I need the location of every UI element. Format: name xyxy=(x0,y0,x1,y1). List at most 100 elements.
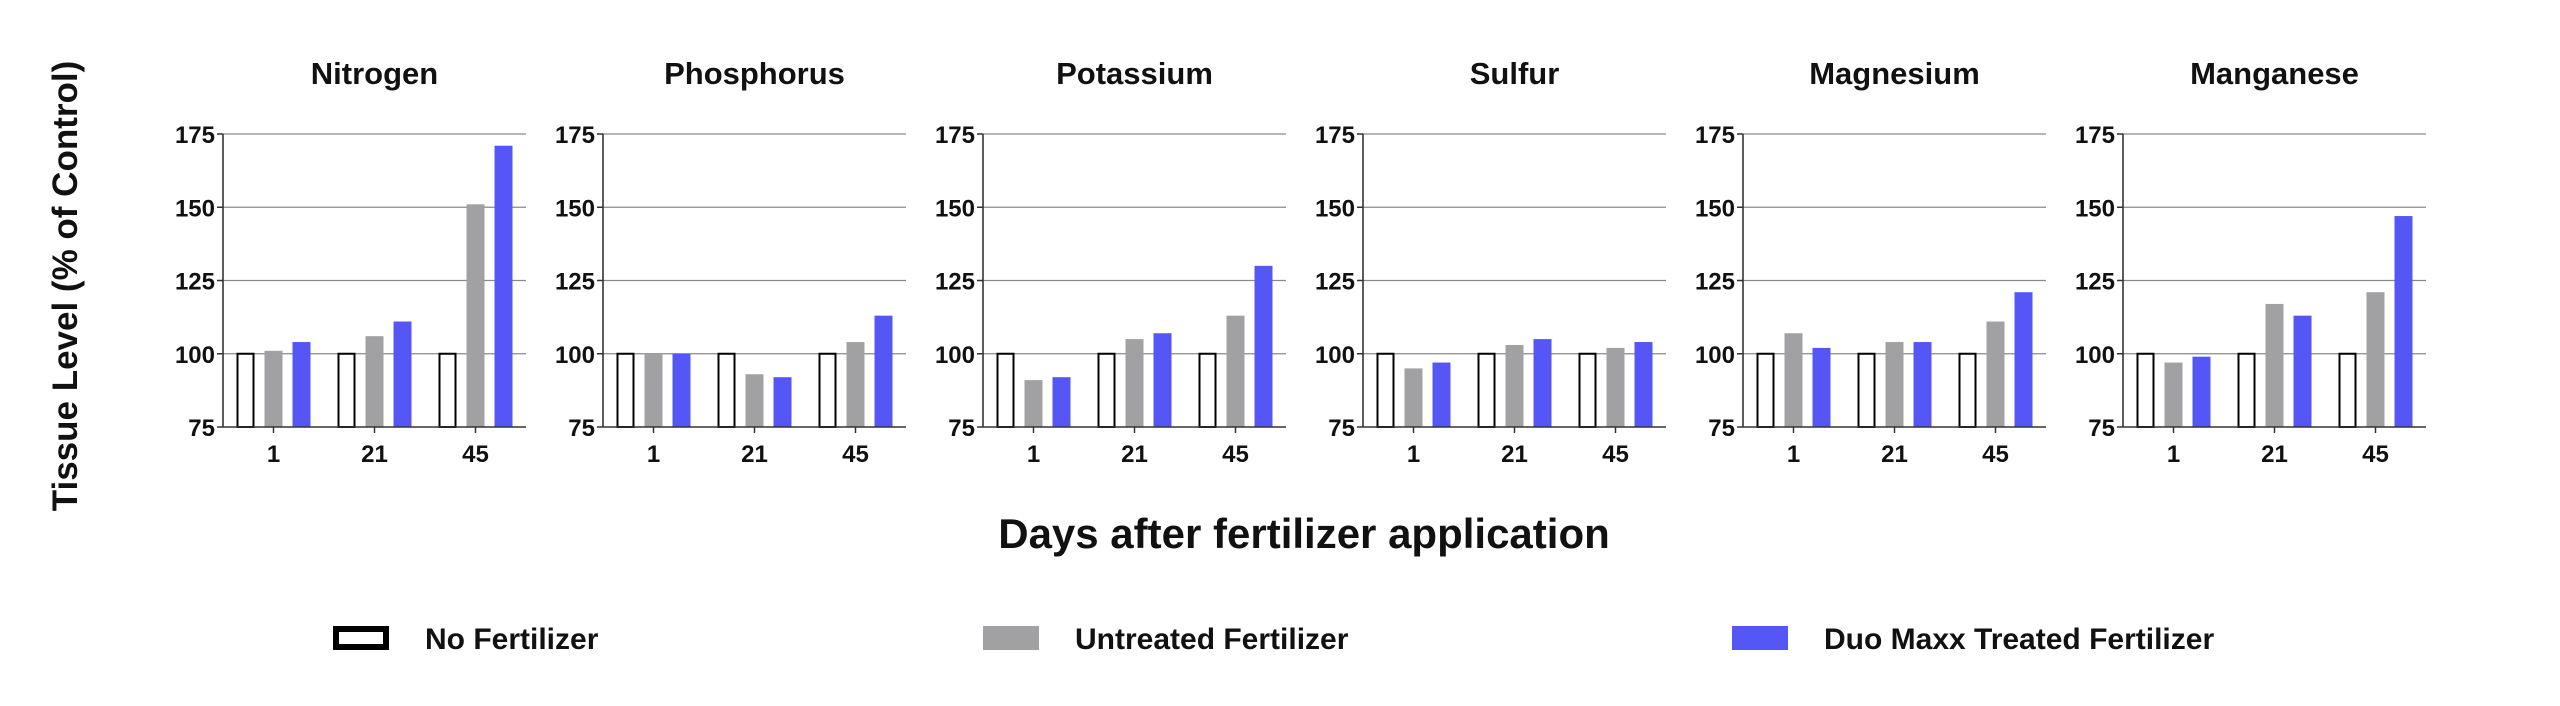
y-tick-label: 100 xyxy=(1315,342,1355,369)
x-tick-label: 1 xyxy=(267,441,280,468)
bar-untreated-fertilizer xyxy=(1986,321,2005,427)
bar-duo-maxx-treated-fertilizer xyxy=(393,321,412,427)
panel-title: Sulfur xyxy=(1470,56,1560,91)
y-tick-label: 125 xyxy=(2075,269,2115,296)
panel-potassium: Potassium 75 100 125 150 175 1 21 45 xyxy=(935,56,1286,468)
legend-swatch xyxy=(983,626,1039,650)
y-tick-label: 75 xyxy=(188,415,215,442)
bar-duo-maxx-treated-fertilizer xyxy=(2394,216,2413,427)
x-tick-label: 45 xyxy=(1222,441,1249,468)
bar-no-fertilizer xyxy=(2338,352,2357,428)
panel-title: Nitrogen xyxy=(311,56,438,91)
bar-untreated-fertilizer xyxy=(1404,368,1423,427)
bar-untreated-fertilizer xyxy=(1885,342,1904,427)
legend-item: No Fertilizer xyxy=(333,623,599,656)
y-tick-label: 100 xyxy=(935,342,975,369)
bar-duo-maxx-treated-fertilizer xyxy=(1153,333,1172,427)
legend-item: Untreated Fertilizer xyxy=(983,623,1349,656)
bar-duo-maxx-treated-fertilizer xyxy=(1432,362,1451,427)
y-tick-label: 125 xyxy=(555,269,595,296)
y-tick-label: 150 xyxy=(2075,195,2115,222)
bar-no-fertilizer xyxy=(337,352,356,428)
y-tick-label: 75 xyxy=(568,415,595,442)
x-tick-label: 1 xyxy=(1027,441,1040,468)
bar-no-fertilizer xyxy=(2237,352,2256,428)
bar-untreated-fertilizer xyxy=(365,336,384,427)
legend-label: Duo Maxx Treated Fertilizer xyxy=(1824,623,2214,656)
x-tick-label: 1 xyxy=(1787,441,1800,468)
y-tick-label: 150 xyxy=(1695,195,1735,222)
panel-phosphorus: Phosphorus 75 100 125 150 175 1 21 45 xyxy=(555,56,906,468)
bar-no-fertilizer xyxy=(1376,352,1395,428)
bar-untreated-fertilizer xyxy=(2164,362,2183,427)
y-tick-label: 150 xyxy=(175,195,215,222)
y-tick-label: 150 xyxy=(935,195,975,222)
bar-no-fertilizer xyxy=(438,352,457,428)
y-tick-label: 175 xyxy=(2075,122,2115,149)
x-tick-label: 1 xyxy=(1407,441,1420,468)
y-tick-label: 75 xyxy=(1328,415,1355,442)
y-tick-label: 175 xyxy=(175,122,215,149)
x-tick-label: 45 xyxy=(1982,441,2009,468)
bar-duo-maxx-treated-fertilizer xyxy=(2192,356,2211,427)
x-tick-label: 45 xyxy=(2362,441,2389,468)
bar-duo-maxx-treated-fertilizer xyxy=(292,342,311,427)
bar-untreated-fertilizer xyxy=(1125,339,1144,427)
bar-no-fertilizer xyxy=(818,352,837,428)
y-tick-label: 100 xyxy=(2075,342,2115,369)
x-tick-label: 21 xyxy=(2261,441,2288,468)
bar-duo-maxx-treated-fertilizer xyxy=(2014,292,2033,427)
y-tick-label: 75 xyxy=(948,415,975,442)
panel-manganese: Manganese 75 100 125 150 175 1 21 45 xyxy=(2075,56,2426,468)
bar-duo-maxx-treated-fertilizer xyxy=(1052,377,1071,427)
bar-no-fertilizer xyxy=(1756,352,1775,428)
bar-no-fertilizer xyxy=(1198,352,1217,428)
y-tick-label: 125 xyxy=(1695,269,1735,296)
bar-no-fertilizer xyxy=(996,352,1015,428)
panel-sulfur: Sulfur 75 100 125 150 175 1 21 45 xyxy=(1315,56,1666,468)
bar-duo-maxx-treated-fertilizer xyxy=(2293,315,2312,427)
y-tick-label: 100 xyxy=(1695,342,1735,369)
x-tick-label: 21 xyxy=(741,441,768,468)
bar-duo-maxx-treated-fertilizer xyxy=(494,145,513,427)
bar-untreated-fertilizer xyxy=(1606,347,1625,427)
x-tick-label: 21 xyxy=(1501,441,1528,468)
bar-duo-maxx-treated-fertilizer xyxy=(874,315,893,427)
x-tick-label: 1 xyxy=(2167,441,2180,468)
y-tick-label: 150 xyxy=(1315,195,1355,222)
panel-title: Magnesium xyxy=(1809,56,1980,91)
bar-duo-maxx-treated-fertilizer xyxy=(1913,342,1932,427)
y-tick-label: 175 xyxy=(1315,122,1355,149)
bar-untreated-fertilizer xyxy=(1505,344,1524,427)
bar-untreated-fertilizer xyxy=(1024,380,1043,427)
y-tick-label: 175 xyxy=(1695,122,1735,149)
bar-duo-maxx-treated-fertilizer xyxy=(672,353,691,427)
x-axis-label: Days after fertilizer application xyxy=(998,510,1610,557)
bar-untreated-fertilizer xyxy=(466,204,485,427)
legend-label: Untreated Fertilizer xyxy=(1075,623,1349,656)
bar-untreated-fertilizer xyxy=(264,350,283,427)
y-tick-label: 175 xyxy=(555,122,595,149)
legend-label: No Fertilizer xyxy=(425,623,599,656)
legend: No Fertilizer Untreated Fertilizer Duo Max… xyxy=(333,623,2214,656)
y-tick-label: 125 xyxy=(1315,269,1355,296)
bar-untreated-fertilizer xyxy=(745,374,764,427)
bar-duo-maxx-treated-fertilizer xyxy=(1634,342,1653,427)
y-axis-label: Tissue Level (% of Control) xyxy=(46,61,85,512)
bar-untreated-fertilizer xyxy=(846,342,865,427)
legend-swatch xyxy=(1732,626,1788,650)
bar-no-fertilizer xyxy=(1097,352,1116,428)
bar-no-fertilizer xyxy=(1958,352,1977,428)
legend-item: Duo Maxx Treated Fertilizer xyxy=(1732,623,2214,656)
panel-nitrogen: Nitrogen 75 100 125 150 175 1 21 45 xyxy=(175,56,526,468)
bar-untreated-fertilizer xyxy=(644,353,663,427)
bar-no-fertilizer xyxy=(2136,352,2155,428)
x-tick-label: 21 xyxy=(1121,441,1148,468)
legend-swatch xyxy=(333,626,389,650)
x-tick-label: 45 xyxy=(1602,441,1629,468)
x-tick-label: 21 xyxy=(1881,441,1908,468)
x-tick-label: 45 xyxy=(842,441,869,468)
y-tick-label: 125 xyxy=(175,269,215,296)
bar-duo-maxx-treated-fertilizer xyxy=(1812,347,1831,427)
y-tick-label: 75 xyxy=(2088,415,2115,442)
